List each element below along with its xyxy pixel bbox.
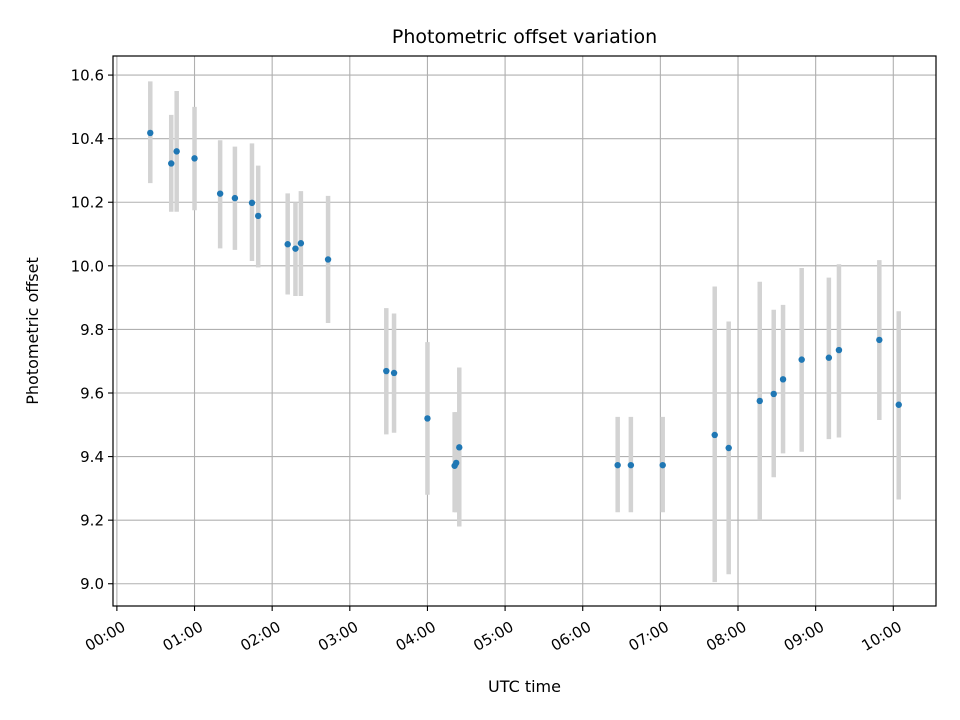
data-point xyxy=(254,212,262,220)
data-point xyxy=(147,129,154,137)
y-tick-label: 10.2 xyxy=(71,194,104,212)
data-points xyxy=(147,129,902,469)
y-tick-label: 10.4 xyxy=(71,130,104,148)
data-point xyxy=(711,431,718,439)
y-tick-label: 9.8 xyxy=(80,321,104,339)
data-point xyxy=(627,461,635,469)
grid xyxy=(113,56,936,606)
data-point xyxy=(770,390,777,398)
y-tick-label: 9.4 xyxy=(80,448,104,466)
data-point xyxy=(292,245,299,252)
data-point xyxy=(456,444,463,451)
y-tick-label: 10.6 xyxy=(71,67,104,85)
data-point xyxy=(452,459,460,467)
y-tick-label: 9.2 xyxy=(80,512,104,530)
y-tick-label: 10.0 xyxy=(71,257,104,275)
data-point xyxy=(876,336,883,344)
data-point xyxy=(324,256,332,263)
y-tick-label: 9.6 xyxy=(80,384,104,402)
x-axis-label: UTC time xyxy=(488,677,561,696)
data-point xyxy=(231,194,239,202)
data-point xyxy=(659,461,666,469)
y-axis-label: Photometric offset xyxy=(23,257,42,405)
plot-frame xyxy=(112,55,937,607)
data-point xyxy=(191,155,198,162)
data-point xyxy=(297,240,305,247)
data-point xyxy=(424,415,431,422)
data-point xyxy=(835,346,843,354)
data-point xyxy=(383,367,390,375)
data-point xyxy=(168,160,175,167)
data-point xyxy=(390,369,398,377)
data-point xyxy=(284,241,291,248)
y-axis-ticks: 9.0 9.2 9.4 9.6 9.8 10.0 10.2 10.4 10.6 xyxy=(71,67,113,593)
data-point xyxy=(614,461,621,469)
y-tick-label: 9.0 xyxy=(80,575,104,593)
data-point xyxy=(216,190,224,197)
data-point xyxy=(756,397,763,405)
chart-title: Photometric offset variation xyxy=(392,26,657,48)
data-point xyxy=(779,376,787,383)
data-point xyxy=(825,354,833,361)
data-point xyxy=(725,444,732,452)
data-point xyxy=(895,401,902,408)
data-point xyxy=(798,356,805,363)
data-point xyxy=(173,148,180,155)
data-point xyxy=(248,199,256,207)
